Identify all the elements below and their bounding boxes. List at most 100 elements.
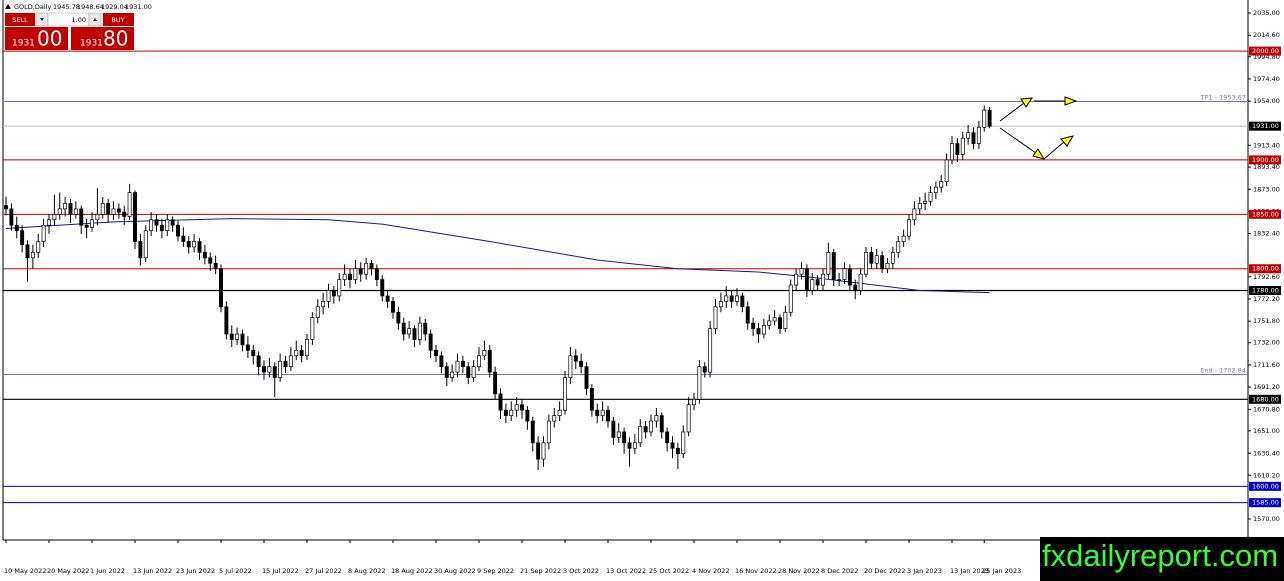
header-low: 1929.04 bbox=[101, 3, 128, 11]
header-icon bbox=[5, 4, 11, 9]
buy-label: BUY bbox=[111, 16, 124, 24]
candle-body bbox=[751, 322, 756, 329]
level-label: 1931.00 bbox=[1252, 122, 1279, 130]
candle-body bbox=[659, 415, 664, 433]
candle-body bbox=[713, 306, 718, 329]
y-tick-label: 1974.40 bbox=[1253, 75, 1280, 83]
candle-body bbox=[466, 366, 471, 378]
candle-body bbox=[987, 109, 992, 127]
candle-body bbox=[826, 252, 831, 275]
candle-body bbox=[960, 137, 965, 155]
lot-up-icon bbox=[93, 18, 97, 21]
level-label: 1780.00 bbox=[1252, 286, 1279, 294]
candle-body bbox=[584, 366, 589, 389]
plot-area: TP1 - 1953.67 End - 1702.84 bbox=[3, 50, 1248, 504]
candle-body bbox=[262, 366, 266, 373]
candle-body bbox=[810, 279, 815, 291]
candle-body bbox=[842, 268, 847, 280]
ask-box[interactable] bbox=[71, 27, 134, 50]
candle-body bbox=[520, 404, 524, 411]
candle-body bbox=[294, 349, 299, 357]
y-tick-label: 1873.00 bbox=[1253, 185, 1280, 193]
x-tick-label: 23 Jun 2022 bbox=[176, 567, 215, 575]
candle-body bbox=[224, 306, 229, 335]
candle-body bbox=[735, 295, 739, 302]
level-label: 1900.00 bbox=[1252, 156, 1279, 164]
y-tick-label: 1954.00 bbox=[1253, 97, 1280, 105]
x-tick-label: 20 May 2022 bbox=[47, 567, 89, 575]
candle-body bbox=[821, 273, 825, 286]
candle-body bbox=[213, 262, 218, 270]
candle-body bbox=[326, 290, 331, 302]
level-label-box bbox=[1249, 285, 1281, 295]
candle-body bbox=[831, 252, 836, 280]
level-label: 2000.00 bbox=[1252, 47, 1279, 55]
candle-body bbox=[417, 322, 422, 340]
candle-body bbox=[778, 317, 782, 329]
x-tick-label: 3 Oct 2022 bbox=[563, 567, 599, 575]
candle-body bbox=[541, 442, 546, 460]
candle-body bbox=[57, 208, 62, 215]
header-high: 1948.64 bbox=[77, 3, 104, 11]
bid-box[interactable] bbox=[5, 27, 68, 50]
candle-body bbox=[219, 268, 223, 308]
candle-body bbox=[450, 371, 455, 378]
candle-body bbox=[503, 409, 508, 416]
candle-body bbox=[917, 203, 922, 210]
candle-body bbox=[950, 143, 954, 161]
x-tick-label: 10 May 2022 bbox=[4, 567, 46, 575]
candle-body bbox=[606, 409, 610, 422]
y-tick-label: 1913.40 bbox=[1253, 141, 1280, 149]
candle-body bbox=[654, 415, 659, 422]
candle-body bbox=[643, 426, 648, 433]
y-tick-label: 1994.80 bbox=[1253, 53, 1280, 61]
candle-body bbox=[310, 317, 315, 340]
arrow-head bbox=[1020, 97, 1033, 108]
x-tick-label: 8 Aug 2022 bbox=[348, 567, 386, 575]
candle-body bbox=[154, 219, 159, 226]
candle-body bbox=[202, 252, 207, 259]
arrow-line bbox=[999, 102, 1025, 122]
candle-body bbox=[869, 252, 874, 264]
candle-body bbox=[907, 219, 911, 237]
bid-major: 1931 bbox=[12, 39, 35, 49]
candle-body bbox=[434, 349, 438, 357]
x-tick-label: 1 Jun 2022 bbox=[90, 567, 125, 575]
buy-button[interactable] bbox=[103, 13, 134, 26]
sell-button[interactable] bbox=[5, 13, 35, 26]
watermark-box bbox=[1040, 537, 1284, 581]
candle-body bbox=[670, 442, 675, 449]
candle-body bbox=[278, 360, 283, 378]
x-tick-label: 30 Aug 2022 bbox=[434, 567, 476, 575]
candle-body bbox=[240, 333, 245, 346]
candle-body bbox=[622, 431, 627, 444]
level-label-box bbox=[1249, 155, 1281, 165]
candle-body bbox=[348, 273, 352, 280]
candle-body bbox=[724, 295, 729, 302]
arrow-head bbox=[1032, 148, 1046, 160]
candle-body bbox=[761, 324, 766, 335]
candle-body bbox=[573, 355, 578, 362]
candle-body bbox=[896, 241, 901, 253]
moving-average bbox=[5, 218, 990, 294]
x-tick-label: 9 Sep 2022 bbox=[477, 567, 514, 575]
candle-body bbox=[616, 431, 621, 438]
y-tick-label: 1711.60 bbox=[1253, 361, 1280, 369]
candle-body bbox=[890, 252, 895, 264]
candle-body bbox=[874, 255, 879, 264]
candle-body bbox=[111, 208, 116, 215]
ask-minor: 80 bbox=[103, 27, 128, 51]
arrow-line bbox=[1043, 141, 1065, 160]
scenario-arrows bbox=[999, 96, 1078, 160]
candle-body bbox=[229, 333, 234, 340]
candle-body bbox=[63, 203, 68, 210]
candle-body bbox=[197, 241, 202, 253]
candle-body bbox=[579, 360, 584, 368]
candle-body bbox=[837, 279, 842, 281]
candle-body bbox=[944, 159, 949, 183]
y-tick-label: 1732.00 bbox=[1253, 339, 1280, 347]
candle-body bbox=[858, 273, 863, 291]
candle-body bbox=[804, 268, 809, 291]
ask-major: 1931 bbox=[80, 39, 103, 49]
candle-body bbox=[756, 328, 761, 335]
